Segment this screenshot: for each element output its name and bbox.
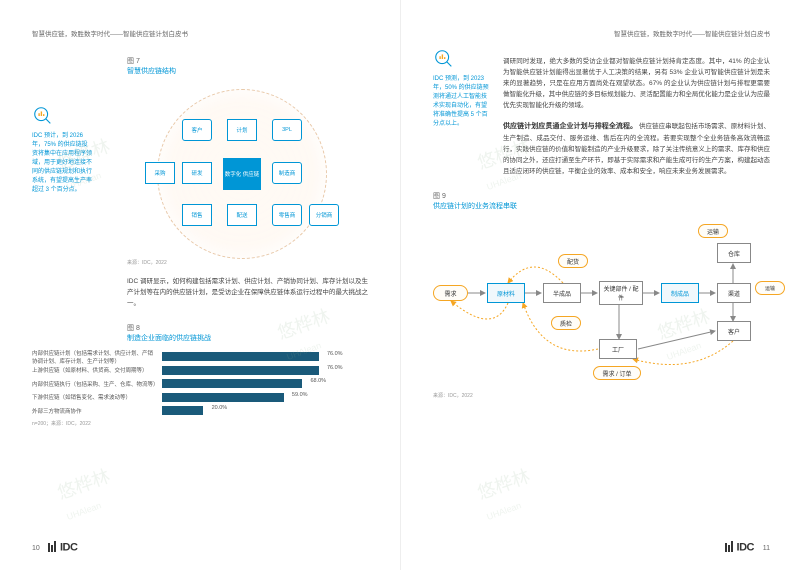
idc-logo-right: IDC xyxy=(725,540,754,555)
fig8-label: 图 8 xyxy=(127,323,368,333)
mid-paragraph: IDC 调研显示，如何构建包括需求计划、供应计划、产销协同计划、库存计划以及生产… xyxy=(127,276,368,309)
fig8-bar-row: 上游供应链（如原材料、供货商、交付周期等）76.0% xyxy=(32,365,368,376)
fig8-source: n=200；来源：IDC，2022 xyxy=(32,420,368,427)
fig8-bar-fill: 20.0% xyxy=(162,406,203,415)
idc-logo-text: IDC xyxy=(60,541,77,553)
fig8-chart: 内部供应链计划（包括需求计划、供应计划、产销协调计划、库存计划、生产计划等）76… xyxy=(32,351,368,416)
sidebar-callout-left: IDC 预计，到 2026 年，75% 的供应链投资将集中在应用程序领域，用于更… xyxy=(32,105,92,195)
fig7-node-plan: 计划 xyxy=(227,119,257,141)
fig7-node-customer: 客户 xyxy=(182,119,212,141)
fig7-node-source: 采购 xyxy=(145,162,175,184)
fig9-channel: 渠道 xyxy=(717,283,751,303)
fig9-demand-order: 需求 / 订单 xyxy=(593,366,641,380)
fig8-bar-row: 下游供应链（如销售变化、需求波动等）59.0% xyxy=(32,392,368,403)
fig7-title: 智慧供应链结构 xyxy=(127,66,368,76)
fig8-bar-track: 59.0% xyxy=(162,393,368,402)
fig8-bar-label: 下游供应链（如销售变化、需求波动等） xyxy=(32,393,162,401)
fig8-bar-value: 76.0% xyxy=(327,365,343,371)
fig8-bar-track: 76.0% xyxy=(162,366,368,375)
fig7-node-3pl: 3PL xyxy=(272,119,302,141)
fig8-bar-fill: 76.0% xyxy=(162,366,319,375)
fig7-node-retail: 零售商 xyxy=(272,204,302,226)
fig9-diagram: 需求 原材料 半成品 关键部件 / 配件 制成品 渠道 仓库 客户 工厂 配货 … xyxy=(433,221,768,386)
fig7-node-dc: 分销商 xyxy=(309,204,339,226)
fig9-dispatch: 配货 xyxy=(558,254,588,268)
fig8-bar-label: 上游供应链（如原材料、供货商、交付周期等） xyxy=(32,366,162,374)
fig8-bar-value: 59.0% xyxy=(292,392,308,398)
fig7-node-sales: 销售 xyxy=(182,204,212,226)
fig8-bar-value: 68.0% xyxy=(310,378,326,384)
page-number-left: 10 xyxy=(32,545,40,552)
fig8-bar-row: 外部三方物流商协作20.0% xyxy=(32,405,368,416)
fig8-title: 制造企业面临的供应链挑战 xyxy=(127,333,368,343)
fig9-label: 图 9 xyxy=(433,191,770,201)
fig9-transport2: 运输 xyxy=(755,281,785,295)
fig8-bar-row: 内部供应链计划（包括需求计划、供应计划、产销协调计划、库存计划、生产计划等）76… xyxy=(32,351,368,362)
fig8-bar-track: 76.0% xyxy=(162,352,368,361)
fig7-label: 图 7 xyxy=(127,56,368,66)
idc-logo-bars-icon xyxy=(48,540,60,555)
idc-logo-bars-icon xyxy=(725,540,737,555)
fig9-semi: 半成品 xyxy=(543,283,581,303)
fig9-qc: 质检 xyxy=(551,316,581,330)
fig8-bar-track: 68.0% xyxy=(162,379,368,388)
fig8-bar-fill: 59.0% xyxy=(162,393,284,402)
fig9-source: 来源：IDC，2022 xyxy=(433,392,770,399)
page-header-right: 智慧供应链，致胜数字时代——智能供应链计划白皮书 xyxy=(433,28,770,38)
fig8-bar-value: 20.0% xyxy=(212,405,228,411)
fig7-node-dist: 配送 xyxy=(227,204,257,226)
fig7-header: 图 7 智慧供应链结构 xyxy=(127,56,368,76)
para1: 调研同时发现，绝大多数的受访企业都对智能供应链计划持肯定态度。其中，41% 的企… xyxy=(503,56,770,111)
para2-block: 供应链计划应贯通企业计划与排程全流程。 供应链应串联起包括市场需求、原材料计划、… xyxy=(503,121,770,177)
fig8-bar-label: 内部供应链计划（包括需求计划、供应计划、产销协调计划、库存计划、生产计划等） xyxy=(32,349,162,365)
fig9-customer: 客户 xyxy=(717,321,751,341)
fig8-bar-row: 内部供应链执行（包括采购、生产、仓库、物流等）68.0% xyxy=(32,378,368,389)
fig9-keypart: 关键部件 / 配件 xyxy=(599,281,643,305)
fig8-bar-track: 20.0% xyxy=(162,406,368,415)
section-heading: 供应链计划应贯通企业计划与排程全流程。 xyxy=(503,123,637,130)
fig7-node-rd: 研发 xyxy=(182,162,212,184)
sidebar-callout-right: IDC 预测，到 2023 年，50% 的供应链预测将通过人工智能技术实现自动化… xyxy=(433,48,491,129)
idc-logo-left: IDC xyxy=(48,540,77,555)
fig9-warehouse: 仓库 xyxy=(717,243,751,263)
page-number-right: 11 xyxy=(763,545,770,552)
fig9-title: 供应链计划的业务流程串联 xyxy=(433,201,770,211)
fig9-header: 图 9 供应链计划的业务流程串联 xyxy=(433,191,770,211)
fig7-node-mfg: 制造商 xyxy=(272,162,302,184)
fig7-source: 来源：IDC，2022 xyxy=(127,259,167,266)
fig8-bar-label: 内部供应链执行（包括采购、生产、仓库、物流等） xyxy=(32,380,162,388)
fig9-rawmat: 原材料 xyxy=(487,283,525,303)
page-right: 智慧供应链，致胜数字时代——智能供应链计划白皮书 IDC 预测，到 2023 年… xyxy=(401,0,802,570)
fig7-center: 数字化 供应链 xyxy=(223,158,261,190)
para2: 供应链应串联起包括市场需求、原材料计划、生产制造、成品交付、服务运维、售后在内的… xyxy=(503,123,770,175)
fig9-transport: 运输 xyxy=(698,224,728,238)
fig8-bar-fill: 76.0% xyxy=(162,352,319,361)
page-left: 智慧供应链，致胜数字时代——智能供应链计划白皮书 IDC 预计，到 2026 年… xyxy=(0,0,401,570)
fig9-factory: 工厂 xyxy=(599,339,637,359)
magnify-chart-icon xyxy=(32,105,54,127)
magnify-chart-icon xyxy=(433,48,455,70)
fig8-header: 图 8 制造企业面临的供应链挑战 xyxy=(127,323,368,343)
fig8-bar-fill: 68.0% xyxy=(162,379,302,388)
page-header-left: 智慧供应链，致胜数字时代——智能供应链计划白皮书 xyxy=(32,28,368,38)
fig9-demand: 需求 xyxy=(433,285,468,301)
idc-logo-text: IDC xyxy=(737,541,754,553)
sidebar-text-left: IDC 预计，到 2026 年，75% 的供应链投资将集中在应用程序领域，用于更… xyxy=(32,132,92,195)
fig7-diagram: 数字化 供应链 客户 计划 3PL 研发 制造商 销售 配送 零售商 采购 分销… xyxy=(127,84,357,264)
fig9-finished: 制成品 xyxy=(661,283,699,303)
fig8-bar-value: 76.0% xyxy=(327,351,343,357)
fig8-bar-label: 外部三方物流商协作 xyxy=(32,407,162,415)
sidebar-text-right: IDC 预测，到 2023 年，50% 的供应链预测将通过人工智能技术实现自动化… xyxy=(433,75,491,129)
